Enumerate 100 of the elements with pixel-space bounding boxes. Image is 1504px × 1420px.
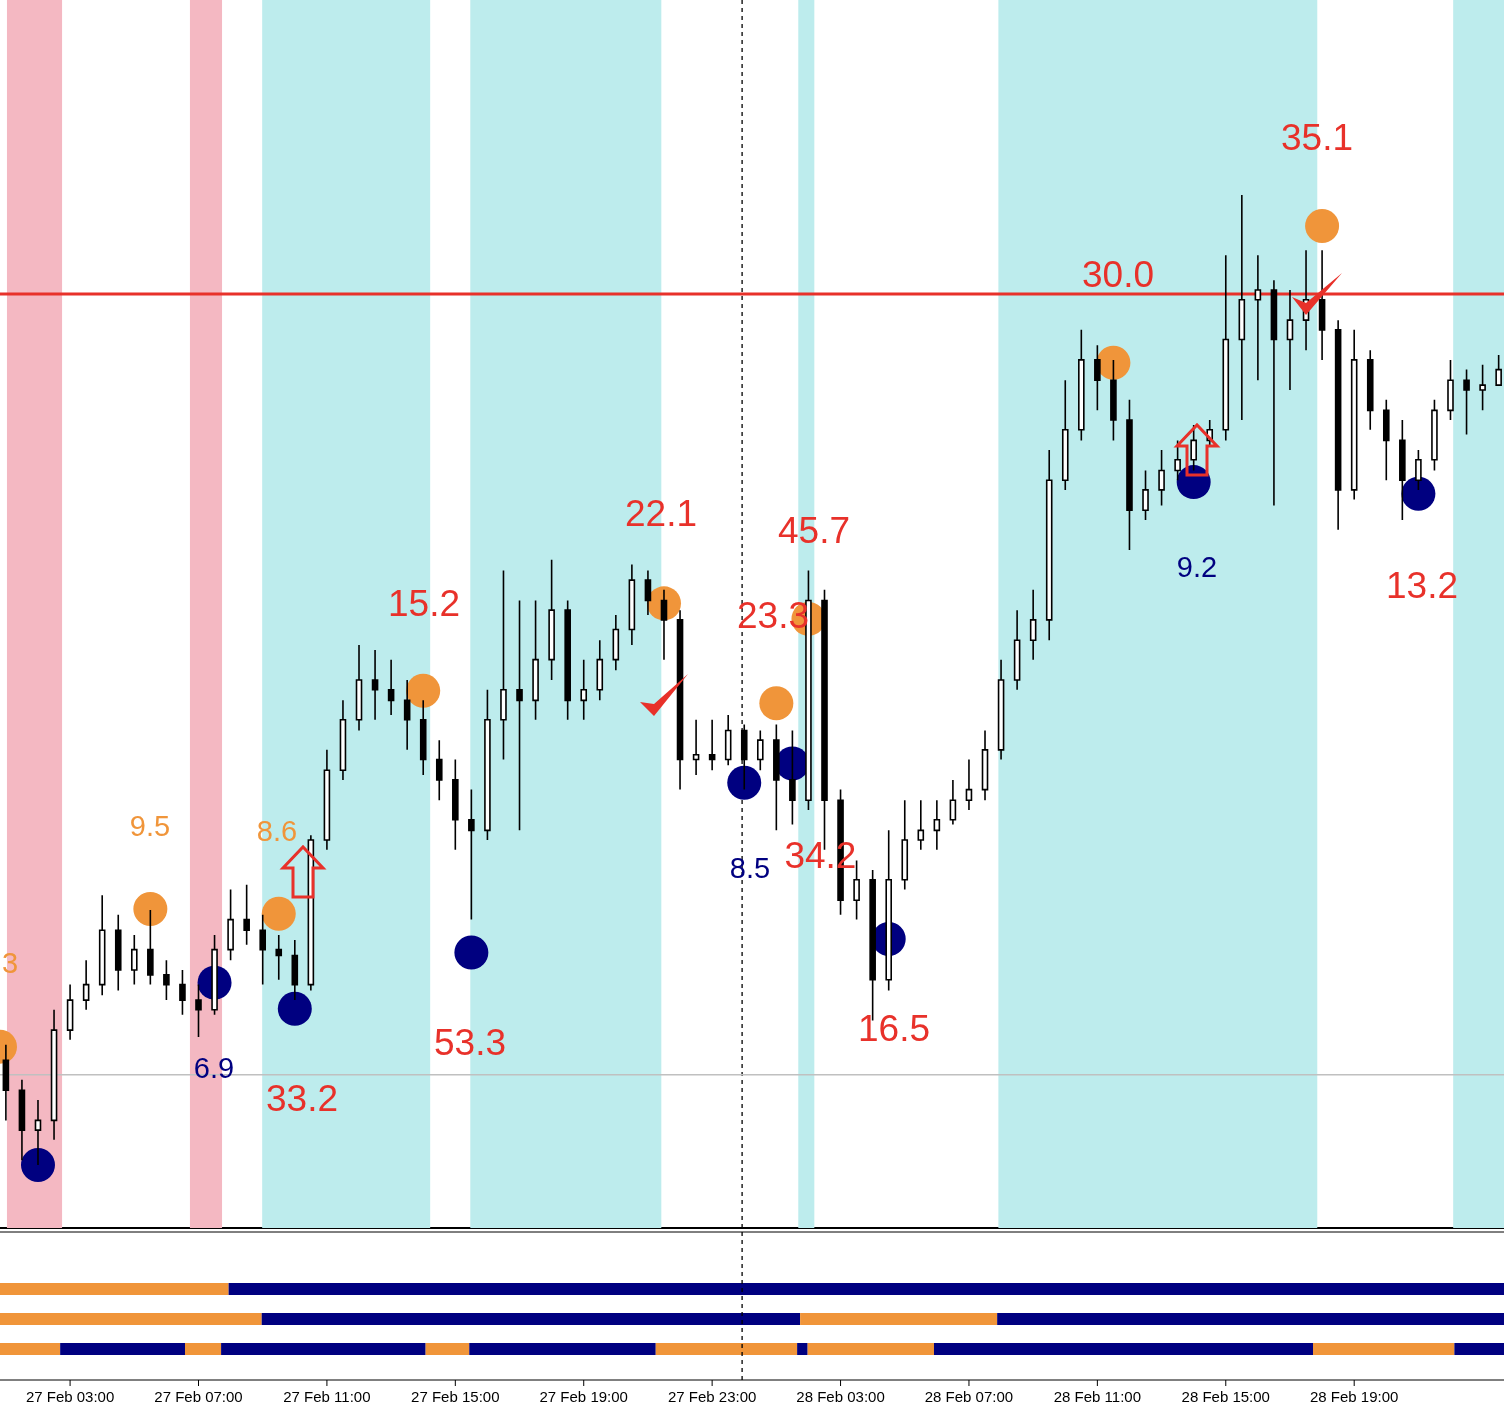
candlestick (853, 859, 860, 921)
x-tick-label: 27 Feb 19:00 (539, 1388, 628, 1405)
bar (1312, 1343, 1455, 1355)
candlestick (1029, 588, 1037, 661)
candlestick (1094, 344, 1101, 412)
candlestick (1495, 354, 1502, 386)
candlestick (901, 799, 909, 891)
candlestick (789, 729, 796, 826)
candlestick (965, 758, 973, 811)
candlestick (580, 658, 588, 721)
candlestick (1350, 329, 1358, 501)
candlestick (147, 909, 154, 986)
candlestick (628, 563, 636, 646)
x-tick-label: 28 Feb 15:00 (1181, 1388, 1270, 1405)
bar (469, 1343, 656, 1355)
candlestick (756, 729, 764, 772)
bar (1454, 1343, 1504, 1355)
candlestick (981, 729, 989, 802)
annotation: 45.7 (777, 509, 851, 551)
annotation: 8.6 (256, 814, 298, 847)
x-tick-label: 28 Feb 11:00 (1053, 1388, 1142, 1405)
candlestick (195, 983, 202, 1038)
annotation: 8.5 (729, 851, 771, 884)
candlestick (387, 658, 395, 716)
candlestick (339, 699, 347, 781)
candlestick (516, 599, 523, 832)
candlestick (564, 599, 571, 721)
candlestick (1463, 368, 1470, 436)
candlestick (468, 788, 475, 921)
candlestick (1399, 419, 1406, 521)
candlestick (933, 799, 941, 851)
candlestick (98, 894, 106, 997)
candlestick (1479, 363, 1486, 412)
candlestick (1415, 449, 1422, 491)
candlestick (1366, 349, 1374, 431)
candlestick (66, 983, 74, 1041)
annotation: 22.1 (624, 492, 698, 534)
candlestick (1142, 469, 1149, 521)
candlestick (452, 758, 459, 851)
x-tick-label: 28 Feb 19:00 (1309, 1388, 1399, 1405)
annotation: 53.3 (433, 1021, 507, 1063)
candlestick (1334, 319, 1342, 531)
candlestick (435, 739, 443, 802)
candlestick (323, 749, 331, 851)
annotation: 16.5 (857, 1007, 931, 1049)
annotation: 9.5 (129, 809, 171, 842)
bar (800, 1313, 998, 1325)
candlestick (50, 1009, 58, 1141)
annotation: 15.2 (387, 582, 461, 624)
candlestick (1318, 249, 1326, 361)
annotation: 13.2 (1385, 564, 1459, 606)
candlestick (1222, 254, 1230, 442)
candlestick (131, 934, 138, 986)
candlestick (773, 723, 780, 832)
bar (0, 1283, 229, 1295)
candlestick (291, 939, 299, 1001)
candlestick (692, 718, 700, 776)
x-tick-label: 28 Feb 07:00 (924, 1388, 1014, 1405)
candlestick (644, 569, 652, 616)
candlestick (403, 679, 411, 751)
candlestick (724, 714, 732, 767)
candlestick (1238, 194, 1246, 421)
candlestick (917, 799, 925, 851)
candlestick (34, 1099, 42, 1166)
candlestick (1286, 289, 1294, 391)
bar (807, 1343, 934, 1355)
candlestick (1447, 359, 1454, 421)
bar (60, 1343, 185, 1355)
x-tick-label: 27 Feb 07:00 (154, 1388, 243, 1405)
candlestick (885, 829, 892, 992)
candlestick (1078, 329, 1085, 442)
candlestick (484, 688, 491, 841)
candlestick (612, 614, 620, 672)
x-tick-label: 27 Feb 03:00 (25, 1388, 115, 1405)
annotation: 9.2 (1176, 550, 1218, 583)
candlestick (1013, 609, 1021, 691)
bar (221, 1343, 426, 1355)
candlestick (708, 718, 716, 772)
candlestick (532, 599, 539, 721)
bar (797, 1343, 808, 1355)
candlestick (1158, 449, 1165, 507)
candlestick (275, 934, 283, 981)
candlestick (660, 588, 668, 661)
candlestick (18, 1078, 26, 1161)
bar (933, 1343, 1313, 1355)
x-tick-label: 28 Feb 03:00 (796, 1388, 885, 1405)
candlestick (997, 658, 1005, 761)
candlestick (211, 934, 218, 1016)
candlestick (1045, 449, 1053, 642)
candlestick (1190, 424, 1197, 472)
candlestick (1126, 398, 1133, 551)
candlestick (243, 883, 250, 946)
candlestick (1382, 398, 1390, 481)
candlestick (1174, 439, 1181, 481)
candlestick (82, 959, 90, 1011)
candlestick (1431, 398, 1438, 472)
candlestick (1254, 254, 1262, 382)
candlestick (548, 558, 555, 681)
candlestick (1270, 279, 1278, 507)
text: 35.1 (1280, 116, 1354, 158)
